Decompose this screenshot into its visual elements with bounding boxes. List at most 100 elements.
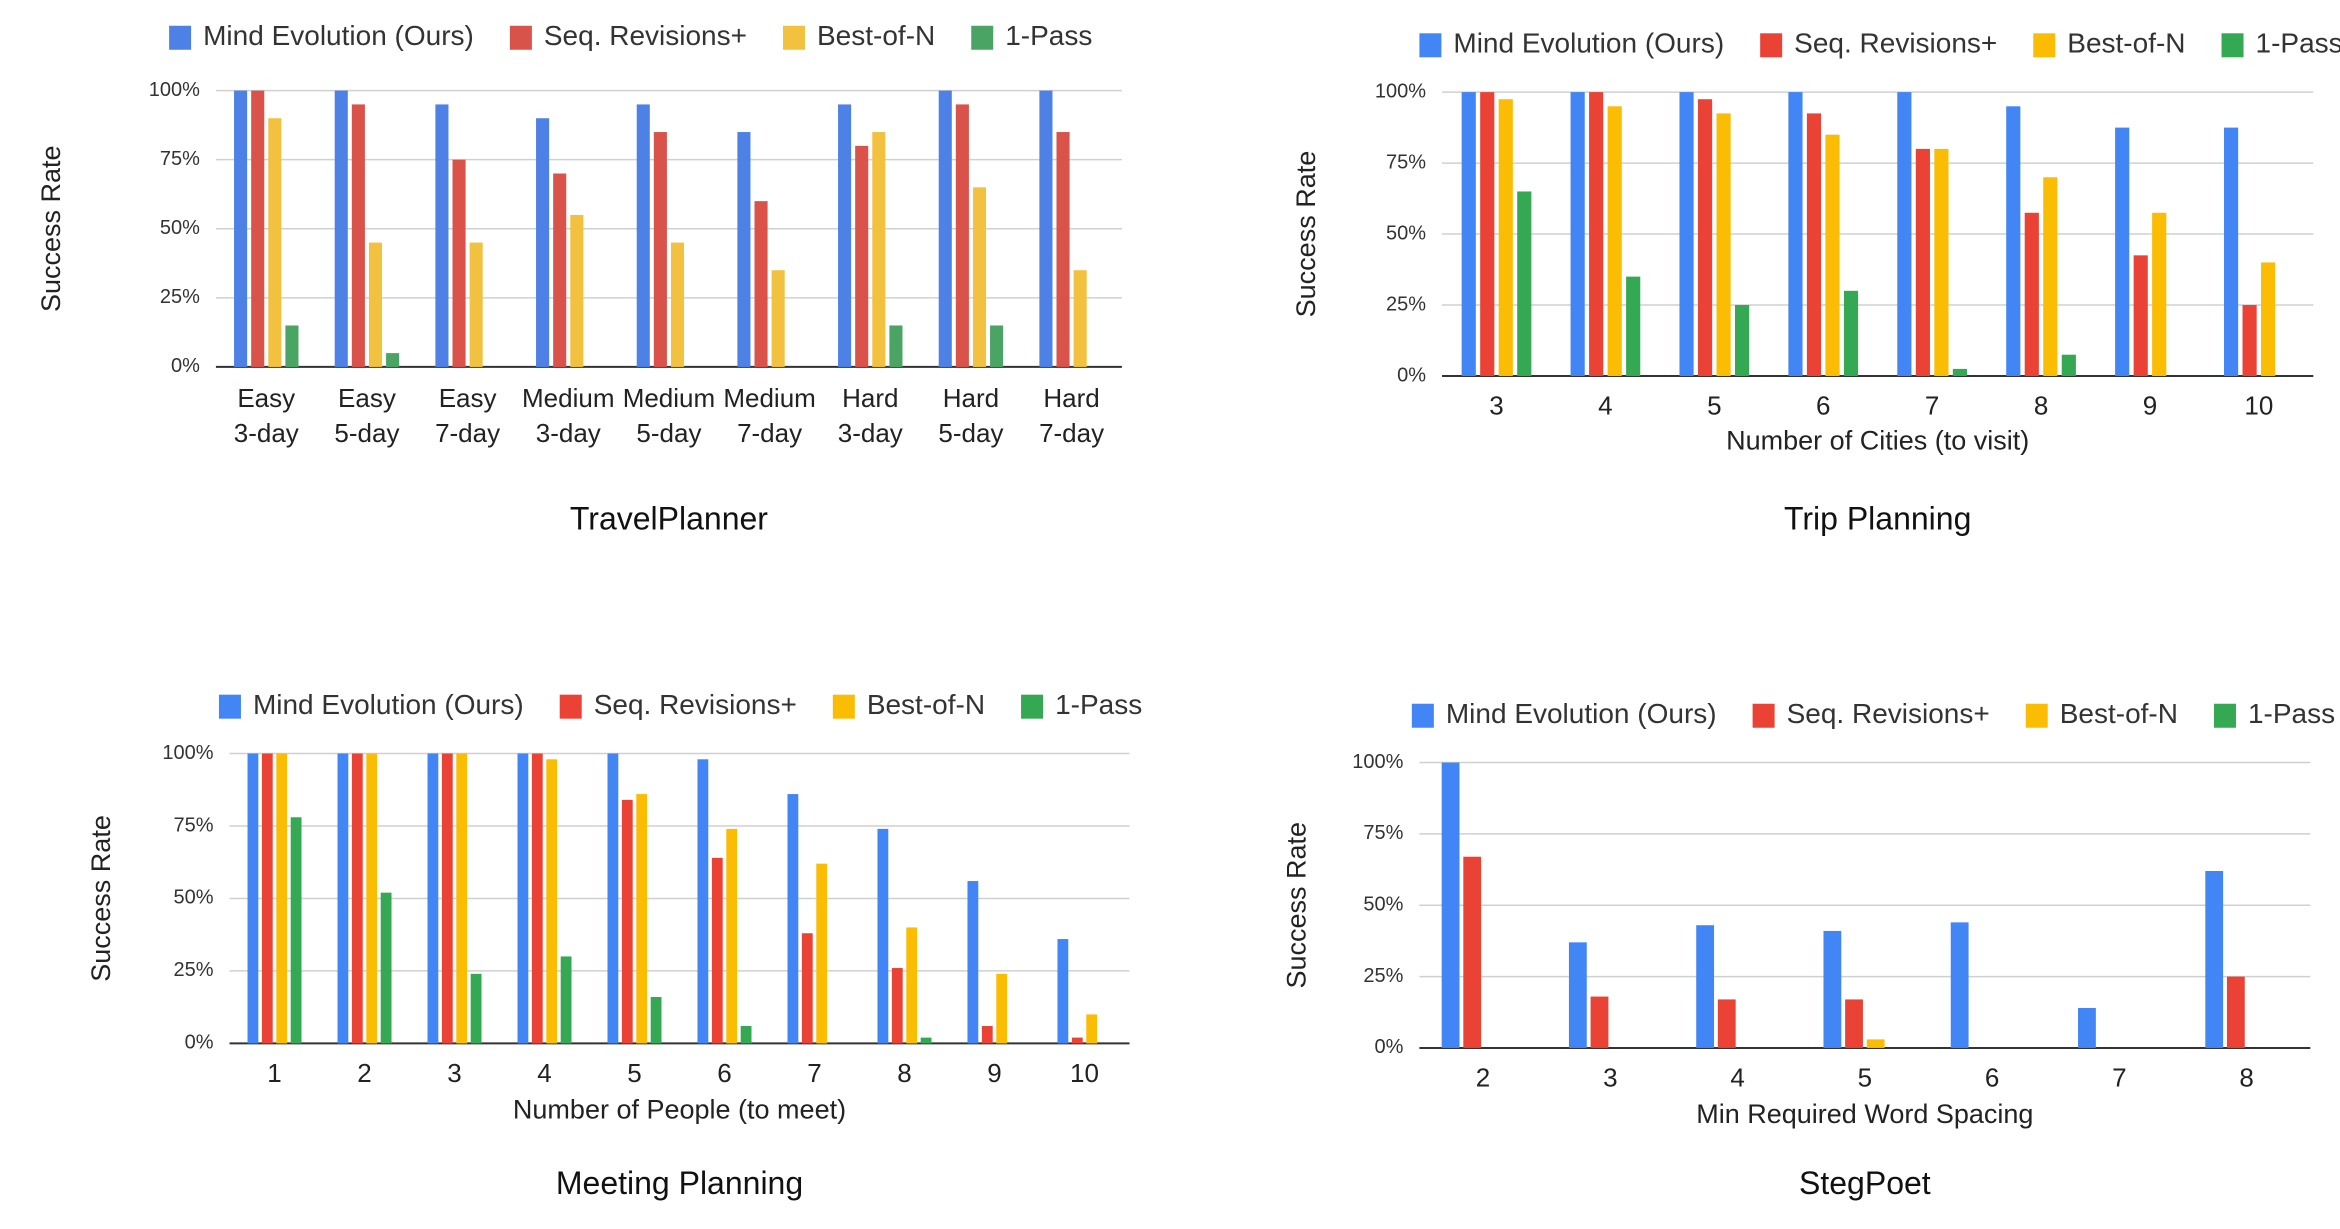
bar (1480, 92, 1495, 376)
bar (697, 759, 709, 1044)
bar (2006, 106, 2021, 376)
x-tick-label: 3 (1603, 1063, 1617, 1093)
legend-swatch (1021, 694, 1044, 719)
y-tick-label: 100% (1352, 751, 1403, 773)
x-tick-label: 6 (1985, 1063, 1999, 1093)
bar (1845, 999, 1863, 1048)
bar (2024, 212, 2039, 376)
bar (670, 242, 685, 367)
legend-swatch (509, 25, 532, 50)
x-tick-label: 1 (267, 1058, 281, 1088)
y-tick-label: 0% (1397, 364, 1426, 386)
bar (386, 353, 400, 367)
bar (285, 325, 299, 367)
legend-label: Mind Evolution (Ours) (253, 689, 524, 720)
bar (2115, 127, 2130, 376)
y-tick-label: 50% (173, 887, 213, 909)
bar (553, 173, 567, 367)
legend-label: Seq. Revisions+ (1794, 28, 1997, 59)
bar (1570, 92, 1585, 376)
x-tick-label: 2 (1476, 1063, 1490, 1093)
x-tick-label: 7-day (737, 418, 802, 448)
y-tick-label: 100% (149, 79, 200, 101)
bar (1590, 996, 1609, 1048)
x-tick-label: 2 (357, 1058, 371, 1088)
y-tick-label: 0% (171, 355, 200, 377)
x-tick-label: 5 (627, 1058, 641, 1088)
bar (855, 145, 869, 367)
bar (1950, 922, 1969, 1048)
legend-swatch (782, 25, 805, 50)
x-tick-label: 5 (1858, 1063, 1872, 1093)
x-tick-label: 5 (1707, 391, 1721, 421)
bar (607, 753, 619, 1044)
bar (380, 892, 392, 1044)
x-tick-label: 7 (807, 1058, 821, 1088)
legend-label: Best-of-N (867, 689, 985, 720)
y-tick-label: 50% (1386, 222, 1426, 244)
bar (787, 794, 799, 1044)
legend-swatch (559, 694, 582, 719)
x-tick-label: 5-day (636, 418, 701, 448)
legend-label: 1-Pass (2256, 28, 2340, 59)
x-tick-label: 10 (2244, 391, 2273, 421)
bar (470, 973, 482, 1044)
x-axis-title: Number of People (to meet) (513, 1094, 846, 1124)
bar (2224, 127, 2239, 376)
bar (570, 214, 584, 367)
bar (891, 968, 903, 1044)
x-tick-label: 7-day (1039, 418, 1104, 448)
legend-label: 1-Pass (1055, 689, 1142, 720)
bar (1607, 106, 1622, 376)
bar (1843, 290, 1859, 376)
bar (2061, 354, 2076, 376)
chart-title: Meeting Planning (556, 1165, 803, 1201)
bar (351, 104, 365, 367)
bar (1461, 92, 1476, 376)
bar (1915, 148, 1930, 376)
bar (560, 956, 572, 1044)
bar (1071, 1037, 1083, 1044)
bar (276, 753, 288, 1044)
legend-swatch (218, 694, 241, 719)
bar (469, 242, 483, 367)
bar (737, 132, 751, 367)
x-tick-label: 9 (987, 1058, 1001, 1088)
bar (334, 90, 348, 367)
bar (2205, 870, 2224, 1048)
bar (261, 753, 273, 1044)
legend-swatch (832, 694, 855, 719)
bar (740, 1026, 752, 1044)
legend-swatch (971, 25, 994, 50)
y-axis-title: Success Rate (1291, 151, 1321, 318)
y-tick-label: 75% (1363, 822, 1403, 844)
bar (2043, 177, 2058, 376)
bar (247, 753, 259, 1044)
legend-label: Seq. Revisions+ (594, 689, 797, 720)
x-tick-label: 6 (1816, 391, 1830, 421)
bar (920, 1037, 932, 1044)
bar (1626, 276, 1641, 376)
x-tick-label: 3-day (234, 418, 299, 448)
bar (889, 325, 903, 367)
legend-swatch (2025, 703, 2048, 728)
y-axis-title: Success Rate (1282, 822, 1312, 989)
legend-label: Seq. Revisions+ (1787, 698, 1990, 729)
x-tick-label: 3 (447, 1058, 461, 1088)
x-tick-label: 10 (1070, 1058, 1099, 1088)
bar (1825, 134, 1840, 376)
bar (1073, 270, 1087, 367)
x-tick-label: 4 (1730, 1063, 1744, 1093)
bar (990, 325, 1004, 367)
y-tick-label: 25% (1386, 293, 1426, 315)
bar (546, 759, 558, 1044)
x-tick-label: 3-day (838, 418, 903, 448)
bar (996, 973, 1008, 1044)
bar (1823, 930, 1842, 1048)
bar (1735, 305, 1750, 376)
bar (2133, 255, 2148, 376)
bar (1086, 1014, 1098, 1044)
y-tick-label: 0% (185, 1032, 214, 1054)
bar (366, 753, 378, 1044)
